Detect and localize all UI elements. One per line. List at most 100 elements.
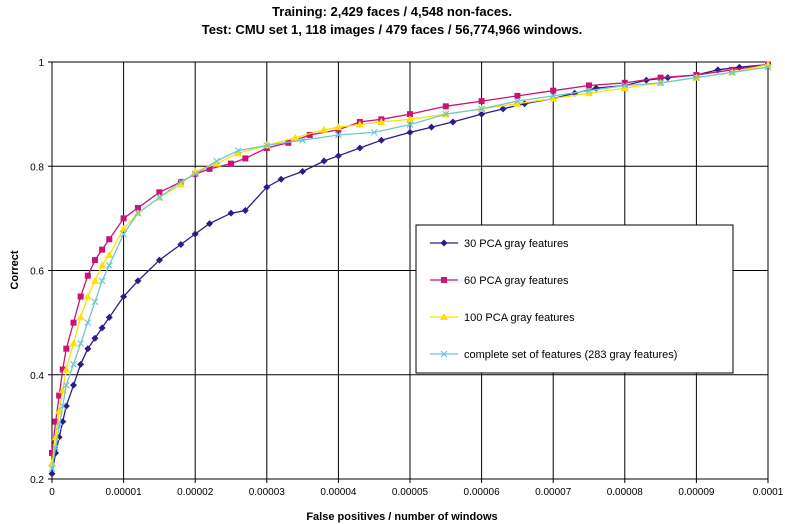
data-point bbox=[213, 157, 221, 165]
y-axis-label: Correct bbox=[9, 250, 21, 289]
data-point bbox=[242, 155, 249, 162]
data-point bbox=[134, 277, 142, 285]
data-point bbox=[407, 111, 413, 118]
y-tick-label: 0.4 bbox=[30, 371, 44, 382]
data-point bbox=[105, 261, 113, 269]
data-point bbox=[48, 459, 56, 467]
data-point bbox=[191, 230, 199, 238]
data-point bbox=[177, 178, 185, 186]
data-point bbox=[234, 149, 243, 157]
data-point bbox=[77, 293, 84, 300]
data-point bbox=[98, 277, 106, 285]
data-point bbox=[91, 257, 98, 264]
legend: 30 PCA gray features 60 PCA gray features… bbox=[415, 224, 734, 374]
data-point bbox=[84, 319, 92, 327]
data-point bbox=[620, 84, 629, 92]
data-point bbox=[513, 97, 521, 105]
data-point bbox=[206, 220, 214, 228]
data-point bbox=[478, 98, 485, 105]
data-point bbox=[521, 100, 529, 108]
y-axis-ticks: 0.2 0.4 0.6 0.8 1 bbox=[30, 58, 52, 486]
legend-swatch-marker bbox=[441, 277, 447, 283]
data-point bbox=[263, 141, 271, 149]
data-point bbox=[764, 63, 772, 71]
data-point bbox=[155, 256, 163, 264]
data-point bbox=[90, 276, 99, 284]
legend-label: 30 PCA gray features bbox=[464, 238, 569, 250]
x-axis-label: False positives / number of windows bbox=[306, 511, 497, 523]
x-tick-label: 0.0001 bbox=[753, 487, 784, 498]
data-point bbox=[585, 89, 593, 97]
data-point bbox=[621, 82, 629, 89]
data-point bbox=[156, 189, 163, 196]
legend-swatch-marker bbox=[440, 350, 448, 358]
legend-label: complete set of features (283 gray featu… bbox=[464, 349, 677, 361]
data-point bbox=[377, 136, 385, 144]
series-4 bbox=[48, 63, 772, 472]
data-point bbox=[91, 334, 99, 342]
data-point bbox=[291, 133, 300, 141]
data-point bbox=[59, 366, 66, 373]
x-tick-label: 0 bbox=[49, 487, 55, 498]
x-tick-label: 0.00006 bbox=[464, 487, 501, 498]
data-point bbox=[69, 339, 78, 347]
series-layer bbox=[48, 60, 772, 478]
data-point bbox=[585, 87, 593, 95]
data-point bbox=[48, 470, 56, 478]
data-point bbox=[69, 381, 77, 389]
data-point bbox=[513, 99, 522, 107]
data-point bbox=[442, 110, 450, 118]
data-point bbox=[77, 340, 85, 347]
data-point bbox=[98, 324, 106, 332]
data-point bbox=[377, 117, 386, 125]
legend-item: 60 PCA gray features bbox=[430, 275, 569, 287]
data-point bbox=[621, 79, 628, 86]
data-point bbox=[406, 115, 414, 123]
data-point bbox=[62, 381, 70, 389]
data-point bbox=[63, 345, 70, 352]
data-point bbox=[549, 92, 557, 100]
data-point bbox=[406, 121, 414, 128]
data-point bbox=[177, 240, 185, 248]
data-point bbox=[228, 160, 234, 167]
data-point bbox=[120, 293, 128, 301]
data-point bbox=[206, 165, 213, 172]
legend-swatch-marker bbox=[440, 239, 448, 247]
data-point bbox=[299, 167, 307, 175]
x-tick-label: 0.00009 bbox=[678, 487, 715, 498]
legend-item: 100 PCA gray features bbox=[430, 312, 575, 324]
data-point bbox=[49, 449, 55, 456]
y-tick-label: 0.8 bbox=[30, 162, 44, 173]
x-tick-label: 0.00005 bbox=[392, 487, 429, 498]
data-point bbox=[84, 272, 91, 279]
y-tick-label: 1 bbox=[38, 58, 44, 69]
data-point bbox=[191, 170, 199, 178]
data-point bbox=[306, 131, 313, 138]
data-point bbox=[59, 402, 67, 410]
y-tick-label: 0.6 bbox=[30, 267, 44, 278]
data-point bbox=[478, 110, 486, 118]
data-point bbox=[83, 292, 92, 300]
legend-box bbox=[415, 224, 734, 374]
data-point bbox=[692, 74, 700, 82]
chart-title: Training: 2,429 faces / 4,548 non-faces. bbox=[272, 4, 512, 19]
data-point bbox=[334, 123, 343, 131]
data-point bbox=[263, 183, 271, 191]
data-point bbox=[355, 120, 364, 128]
data-point bbox=[176, 180, 185, 188]
data-point bbox=[62, 365, 71, 373]
data-point bbox=[550, 87, 557, 94]
data-point bbox=[48, 465, 56, 472]
legend-item: 30 PCA gray features bbox=[430, 238, 569, 250]
x-tick-label: 0.00002 bbox=[177, 487, 214, 498]
data-point bbox=[277, 175, 285, 183]
data-point bbox=[514, 92, 521, 99]
legend-items: 30 PCA gray features 60 PCA gray features… bbox=[430, 238, 677, 361]
legend-item: complete set of features (283 gray featu… bbox=[430, 349, 677, 361]
legend-label: 100 PCA gray features bbox=[464, 312, 575, 324]
data-point bbox=[728, 69, 736, 76]
data-point bbox=[84, 345, 92, 353]
data-point bbox=[98, 261, 107, 269]
x-tick-label: 0.00007 bbox=[535, 487, 572, 498]
